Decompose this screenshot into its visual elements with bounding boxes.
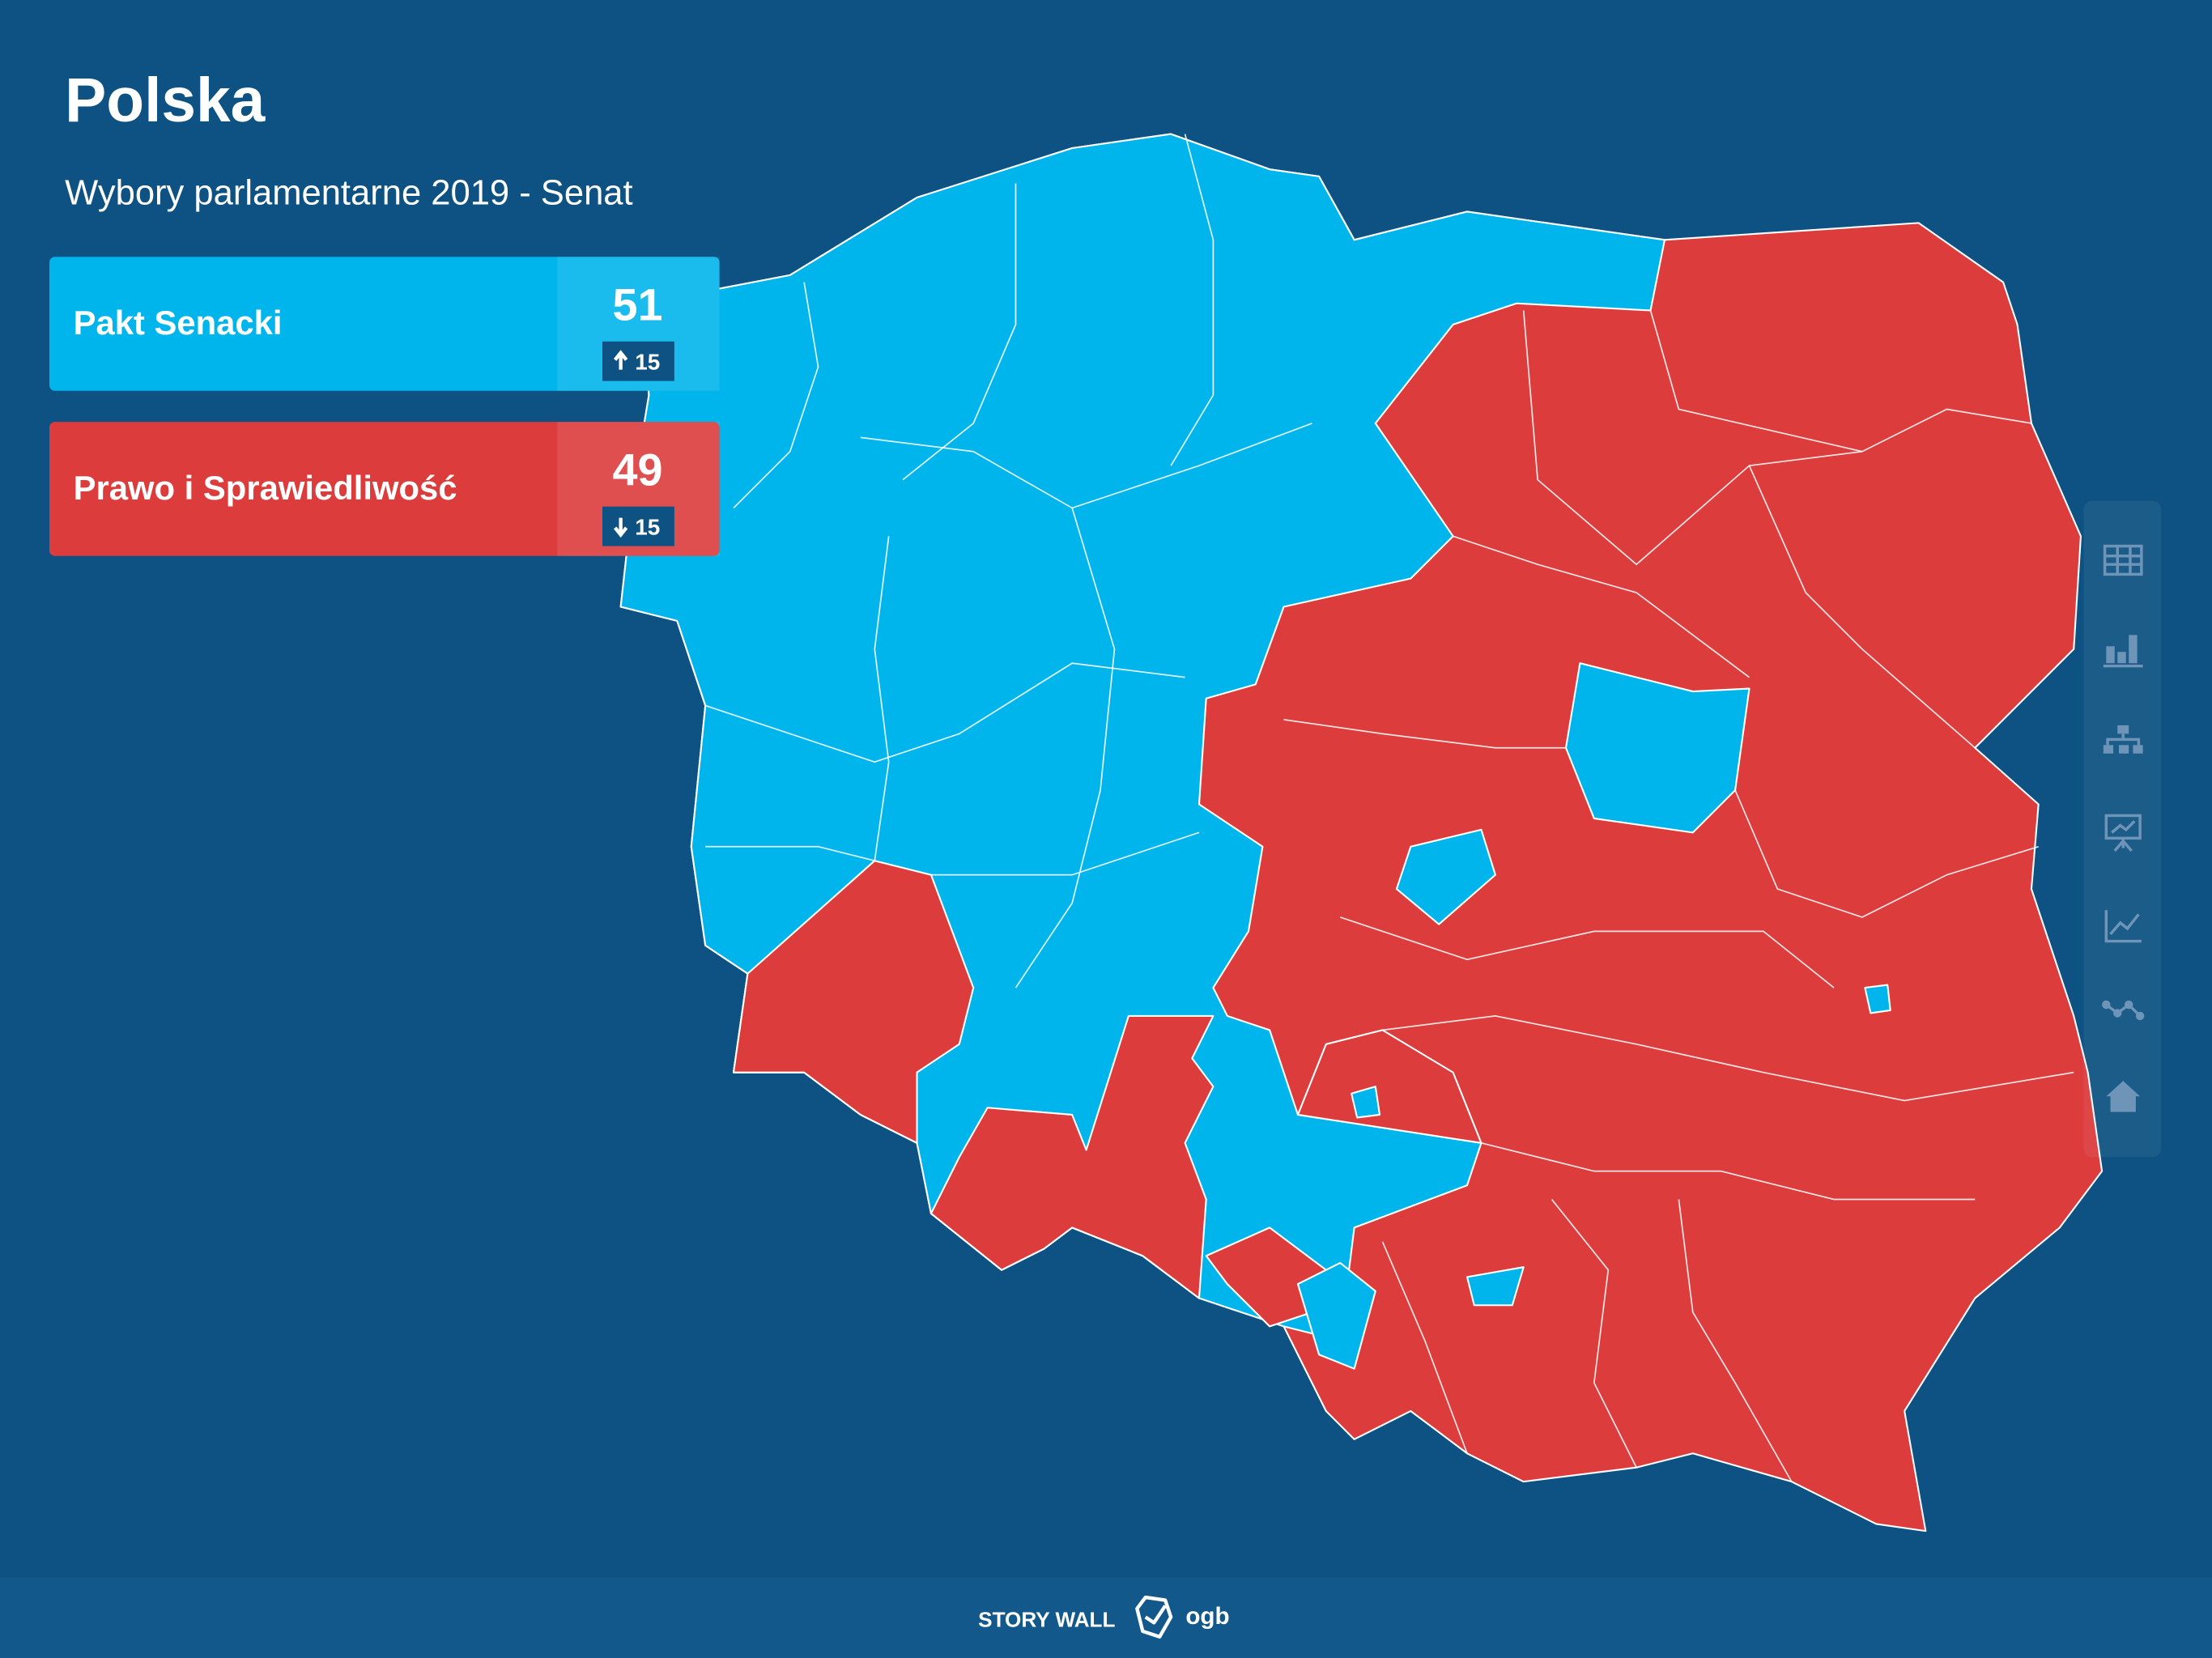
footer: STORY WALL ogb	[0, 1577, 2212, 1658]
party-name: Prawo i Sprawiedliwość	[74, 469, 457, 507]
district-borders	[704, 134, 2074, 1482]
map-region[interactable]	[1864, 984, 1891, 1014]
nav-bar-chart[interactable]	[2103, 635, 2143, 668]
map	[619, 133, 2104, 1533]
seat-count: 51	[613, 280, 663, 330]
nav-scatter[interactable]	[2102, 1000, 2145, 1021]
change-badge	[602, 341, 674, 381]
seat-count: 49	[613, 445, 663, 495]
party-name: Pakt Senacki	[74, 304, 283, 342]
card-background	[49, 422, 720, 556]
card-background	[49, 257, 720, 391]
nav-panel	[2083, 500, 2162, 1158]
footer-logo: ogb	[1185, 1603, 1229, 1630]
nav-presentation[interactable]	[2104, 814, 2142, 852]
nav-table[interactable]	[2103, 544, 2143, 576]
up-arrow	[613, 350, 628, 370]
page-subtitle: Wybory parlamentarne 2019 - Senat	[65, 174, 632, 213]
side-nav	[2083, 500, 2162, 1158]
down-arrow	[613, 517, 628, 538]
map-region[interactable]	[1296, 1029, 1482, 1144]
nav-line-chart[interactable]	[2104, 910, 2142, 943]
footer-brand: STORY WALL	[978, 1608, 1115, 1632]
nav-hierarchy[interactable]	[2103, 725, 2143, 754]
map-region[interactable]	[1351, 1086, 1381, 1119]
nav-home[interactable]	[2106, 1081, 2141, 1112]
page-title: Polska	[65, 66, 266, 135]
map-region[interactable]	[1395, 828, 1496, 925]
footer-logo-mark	[1135, 1595, 1173, 1639]
seat-change: 15	[635, 350, 660, 375]
map-region[interactable]	[929, 1014, 1214, 1299]
map-region[interactable]	[1465, 1266, 1525, 1307]
party-card[interactable]: Pakt Senacki 51 15	[49, 257, 720, 391]
seat-change: 15	[635, 515, 660, 540]
party-card[interactable]: Prawo i Sprawiedliwość 49 15	[49, 422, 720, 556]
change-badge	[602, 506, 674, 546]
map-region[interactable]	[1296, 1261, 1376, 1370]
footer-bar	[0, 1577, 2212, 1658]
